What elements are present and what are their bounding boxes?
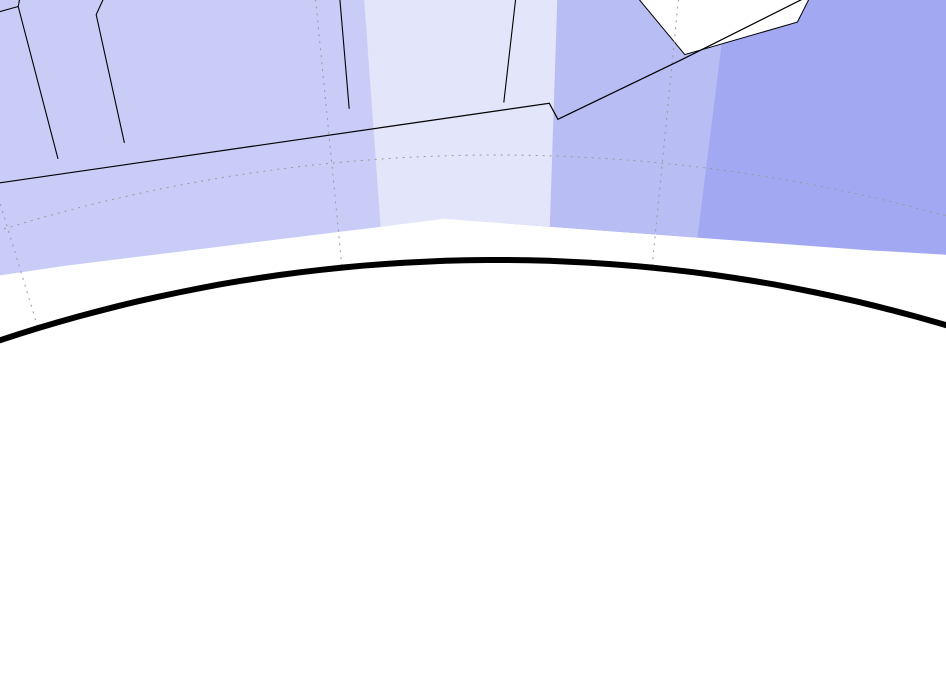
map-frame — [0, 257, 946, 344]
state-border — [95, 0, 125, 144]
field-east — [528, 0, 946, 286]
map-frame-border — [0, 257, 946, 344]
meridian-line — [315, 0, 343, 268]
state-border — [17, 0, 59, 160]
state-border — [339, 0, 350, 109]
map-data-field — [0, 0, 946, 286]
graticule-grid — [0, 0, 946, 329]
state-borders — [0, 0, 803, 184]
lake — [638, 0, 810, 56]
meridian-line — [651, 0, 679, 268]
field-north-rockies — [0, 0, 384, 286]
